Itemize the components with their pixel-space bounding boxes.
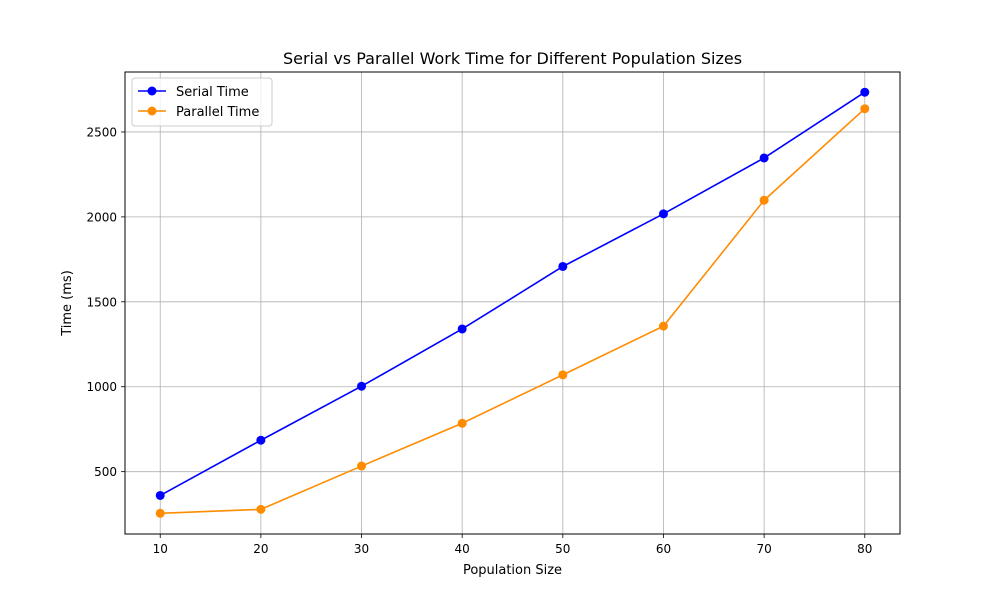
series-layer: [155, 87, 870, 518]
legend: Serial Time Parallel Time: [131, 77, 273, 127]
data-point-parallel: [658, 321, 668, 331]
legend-label-serial: Serial Time: [176, 85, 249, 100]
data-point-parallel: [357, 461, 367, 471]
chart-title: Serial vs Parallel Work Time for Differe…: [283, 49, 742, 68]
data-point-serial: [457, 324, 467, 334]
axes: 10 20 30 40 50 60 70 80 500 1000 1500 2000 2500: [86, 125, 872, 556]
y-tick-label: 2000: [86, 210, 117, 224]
grid: [125, 72, 900, 534]
data-point-parallel: [256, 504, 266, 514]
data-point-serial: [558, 261, 568, 271]
data-point-serial: [658, 209, 668, 219]
data-point-serial: [357, 381, 367, 391]
x-tick-label: 80: [857, 542, 872, 556]
plot-area-frame: [124, 71, 901, 535]
y-tick-label: 2500: [86, 125, 117, 139]
x-tick-label: 30: [354, 542, 369, 556]
series-line-serial: [159, 91, 866, 497]
x-tick-label: 60: [656, 542, 671, 556]
x-tick-label: 50: [555, 542, 570, 556]
y-tick-label: 1000: [86, 380, 117, 394]
x-tick-label: 10: [153, 542, 168, 556]
x-axis-label: Population Size: [463, 563, 562, 578]
x-tick-label: 70: [756, 542, 771, 556]
legend-label-parallel: Parallel Time: [176, 105, 259, 120]
y-tick-label: 500: [94, 465, 117, 479]
legend-box: [131, 77, 273, 127]
x-tick-label: 40: [455, 542, 470, 556]
data-point-parallel: [155, 508, 165, 518]
data-point-parallel: [860, 104, 870, 114]
data-point-parallel: [759, 195, 769, 205]
data-point-parallel: [457, 418, 467, 428]
data-point-serial: [860, 87, 870, 97]
y-tick-label: 1500: [86, 295, 117, 309]
y-axis-label: Time (ms): [60, 270, 75, 337]
legend-marker-parallel: [147, 106, 157, 116]
x-tick-label: 20: [253, 542, 268, 556]
data-point-parallel: [558, 370, 568, 380]
series-line-parallel: [160, 108, 866, 515]
legend-marker-serial: [147, 86, 157, 96]
data-point-serial: [155, 490, 165, 500]
data-point-serial: [256, 435, 266, 445]
data-point-serial: [759, 153, 769, 163]
